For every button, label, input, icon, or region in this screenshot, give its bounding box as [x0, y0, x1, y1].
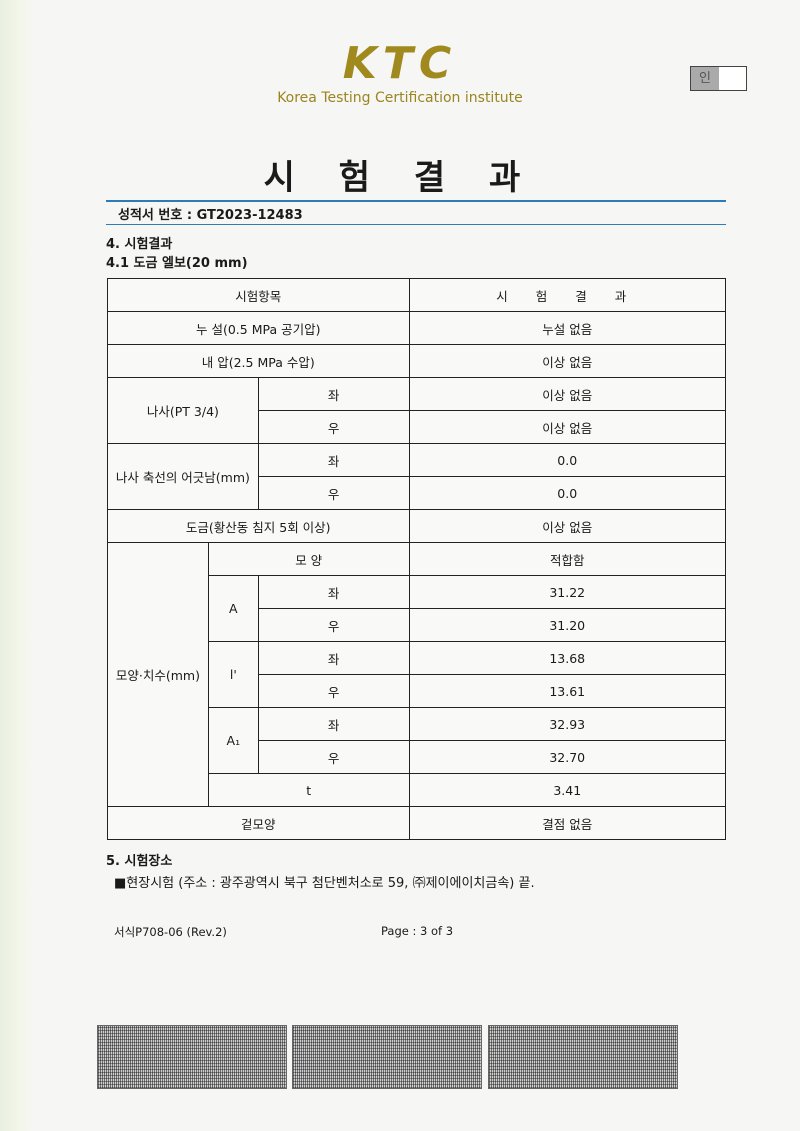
table-row: 우 13.61 — [108, 674, 726, 708]
cell: 누 설(0.5 MPa 공기압) — [107, 311, 410, 345]
page-title: 시 험 결 과 — [263, 158, 537, 198]
cell: 32.70 — [408, 740, 726, 774]
cell: 좌 — [257, 443, 410, 477]
cell: 이상 없음 — [408, 410, 726, 444]
cell: 32.93 — [408, 707, 726, 741]
cell: 이상 없음 — [408, 377, 726, 411]
table-row: 시험항목 시 험 결 과 — [107, 278, 726, 312]
table-row: 내 압(2.5 MPa 수압) 이상 없음 — [107, 344, 726, 378]
header-result: 시 험 결 과 — [408, 278, 726, 312]
cell: 0.0 — [408, 476, 726, 510]
table-row: A₁ 좌 32.93 — [108, 707, 726, 774]
cell: 3.41 — [408, 773, 726, 807]
cell: 내 압(2.5 MPa 수압) — [107, 344, 410, 378]
header-item: 시험항목 — [107, 278, 410, 312]
cell: 적합함 — [408, 542, 726, 576]
cert-number: 성적서 번호 : GT2023-12483 — [118, 208, 303, 223]
seal-label: 인 — [691, 67, 719, 90]
cell: 도금(황산동 침지 5회 이상) — [107, 509, 410, 543]
table-row: 도금(황산동 침지 5회 이상) 이상 없음 — [107, 509, 726, 543]
divider — [106, 200, 726, 202]
cell: 31.20 — [408, 608, 726, 642]
table-row: t 3.41 — [108, 773, 726, 807]
security-code — [488, 1025, 678, 1089]
cell: 좌 — [257, 377, 410, 411]
ktc-logo: KTC — [342, 38, 458, 89]
logo-subtitle: Korea Testing Certification institute — [277, 90, 523, 106]
cell: 우 — [257, 740, 410, 774]
table-row: 겉모양 결점 없음 — [107, 806, 726, 840]
cell: 좌 — [257, 575, 410, 609]
cell: l' — [207, 641, 259, 708]
cell: 이상 없음 — [408, 344, 726, 378]
table-row: 모양·치수(mm) 모 양 적합함 — [107, 542, 726, 807]
security-code — [292, 1025, 482, 1089]
table-row: 우 31.20 — [108, 608, 726, 642]
table-row: 우 이상 없음 — [108, 410, 726, 444]
test-location: ■현장시험 (주소 : 광주광역시 북구 첨단벤처소로 59, ㈜제이에이치금속… — [114, 876, 535, 891]
table-row: l' 좌 13.68 — [108, 641, 726, 708]
cell: A — [207, 575, 259, 642]
cell: 겉모양 — [107, 806, 410, 840]
table-row: A 좌 31.22 — [108, 575, 726, 642]
section-4-heading: 4. 시험결과 — [106, 237, 173, 252]
seal-box: 인 — [690, 66, 747, 91]
table-row: 우 0.0 — [108, 476, 726, 510]
section-5-heading: 5. 시험장소 — [106, 854, 173, 869]
table-row: 나사(PT 3/4) 좌 이상 없음 — [107, 377, 726, 444]
cell: 13.61 — [408, 674, 726, 708]
cell: 31.22 — [408, 575, 726, 609]
cell: 좌 — [257, 707, 410, 741]
page-number: Page : 3 of 3 — [381, 924, 454, 938]
scan-edge — [0, 0, 34, 1131]
results-table: 시험항목 시 험 결 과 누 설(0.5 MPa 공기압) 누설 없음 내 압(2.… — [107, 278, 726, 840]
section-41-heading: 4.1 도금 엘보(20 mm) — [106, 256, 248, 271]
cell: 누설 없음 — [408, 311, 726, 345]
cell: 우 — [257, 674, 410, 708]
cell: 나사(PT 3/4) — [107, 377, 259, 444]
security-code — [97, 1025, 287, 1089]
cell: 0.0 — [408, 443, 726, 477]
cell: 우 — [257, 608, 410, 642]
cell: 모양·치수(mm) — [107, 542, 209, 807]
cell: 우 — [257, 476, 410, 510]
cell: 나사 축선의 어긋남(mm) — [107, 443, 259, 510]
cell: A₁ — [207, 707, 259, 774]
cell: 이상 없음 — [408, 509, 726, 543]
cell: 13.68 — [408, 641, 726, 675]
divider — [106, 224, 726, 225]
cell: 결점 없음 — [408, 806, 726, 840]
table-row: 나사 축선의 어긋남(mm) 좌 0.0 — [107, 443, 726, 510]
cell: 좌 — [257, 641, 410, 675]
form-number: 서식P708-06 (Rev.2) — [114, 925, 227, 939]
cell: t — [207, 773, 410, 807]
table-row: 누 설(0.5 MPa 공기압) 누설 없음 — [107, 311, 726, 345]
cell: 모 양 — [207, 542, 410, 576]
cell: 우 — [257, 410, 410, 444]
